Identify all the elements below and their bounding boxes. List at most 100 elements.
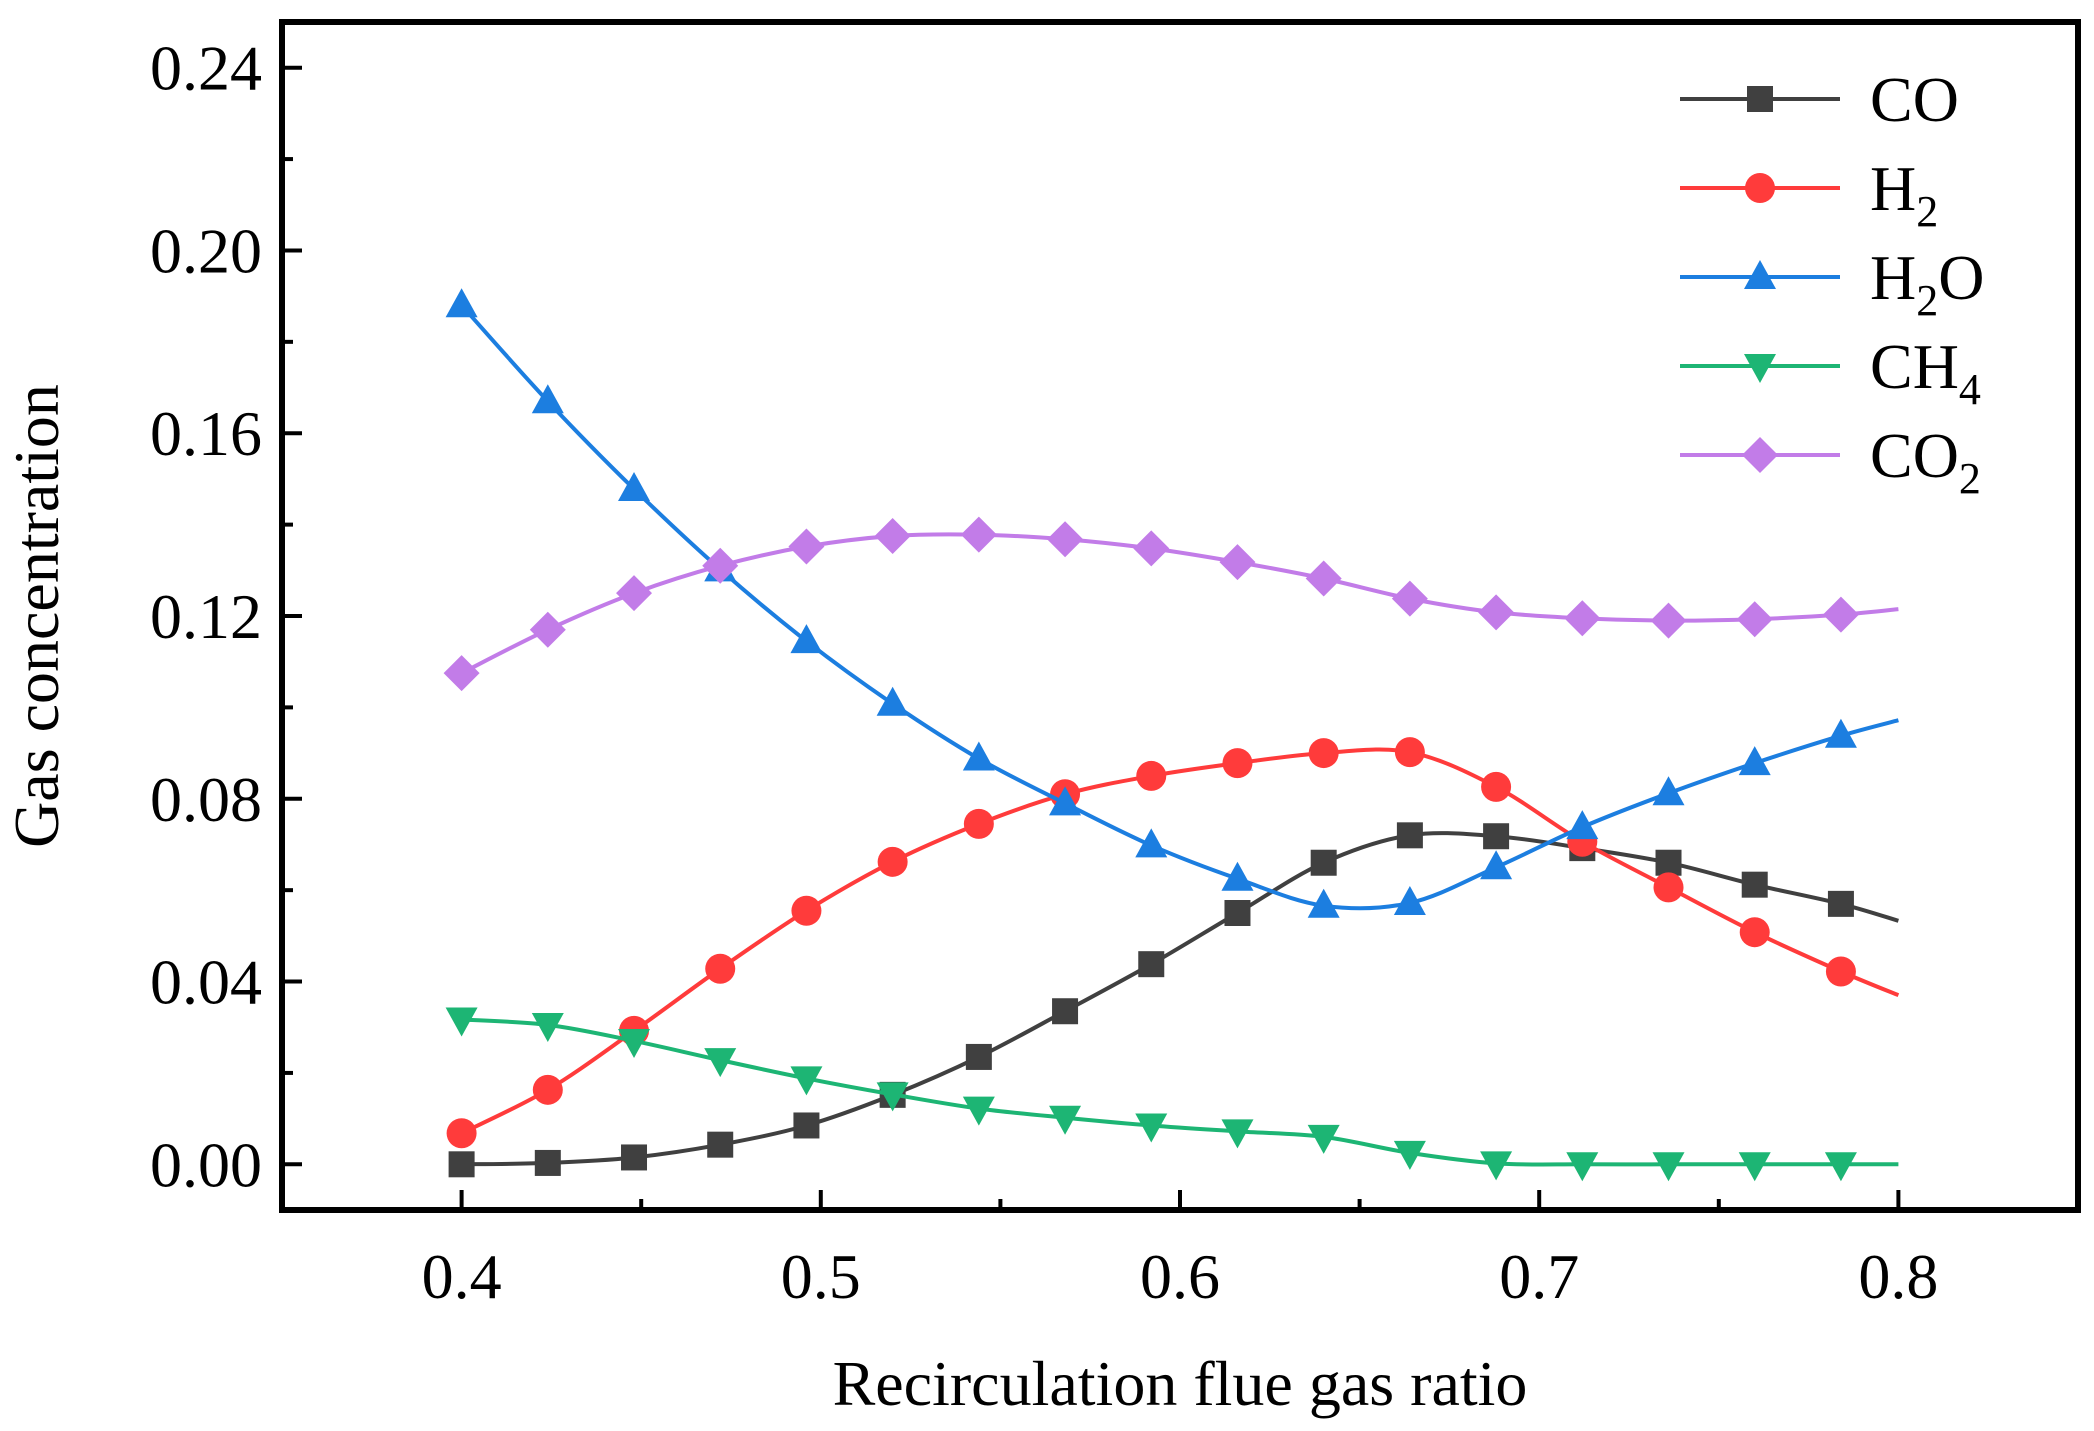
data-point-h2 xyxy=(1653,872,1684,903)
data-point-h2 xyxy=(1394,737,1425,768)
x-tick-label: 0.6 xyxy=(1140,1241,1220,1312)
data-point-ch4 xyxy=(1738,1152,1771,1182)
data-point-co2 xyxy=(702,547,739,584)
series-ch4 xyxy=(445,1007,1899,1182)
legend-label-subscript: 2 xyxy=(1916,276,1938,325)
data-point-co2 xyxy=(1822,596,1859,633)
legend-item-h2o: H2O xyxy=(1680,242,1984,325)
data-point-h2 xyxy=(446,1118,477,1149)
data-point-h2 xyxy=(705,953,736,984)
data-point-co xyxy=(1310,849,1337,876)
data-point-co2 xyxy=(443,655,480,692)
data-point-co2 xyxy=(1650,602,1687,639)
legend-swatch-marker xyxy=(1747,86,1773,112)
data-point-h2o xyxy=(1566,810,1599,840)
data-point-ch4 xyxy=(1566,1152,1599,1182)
legend-label: CO xyxy=(1870,64,1959,135)
data-point-ch4 xyxy=(1480,1151,1513,1181)
data-point-h2o xyxy=(1738,746,1771,776)
legend-swatch-marker xyxy=(1745,173,1775,203)
data-point-ch4 xyxy=(962,1096,995,1126)
y-tick-label: 0.20 xyxy=(150,215,262,286)
data-point-ch4 xyxy=(445,1007,478,1037)
data-point-co xyxy=(621,1144,648,1171)
data-point-co2 xyxy=(788,528,825,565)
series-co2 xyxy=(443,516,1899,692)
legend-label-suffix: O xyxy=(1938,242,1984,313)
data-point-h2o xyxy=(876,686,909,716)
legend-item-co2: CO2 xyxy=(1680,420,1981,503)
data-point-h2o xyxy=(962,741,995,771)
y-axis-title: Gas concentration xyxy=(1,384,72,848)
legend-label-main: H xyxy=(1870,153,1916,224)
data-point-co2 xyxy=(874,518,911,555)
data-point-h2o xyxy=(618,471,651,501)
series-h2o xyxy=(445,288,1899,918)
y-axis: 0.00 0.04 0.08 0.12 0.16 0.20 0.24 xyxy=(150,33,302,1200)
data-point-co xyxy=(1138,951,1165,978)
data-point-co xyxy=(707,1131,734,1158)
data-point-co xyxy=(1483,823,1510,850)
data-point-h2 xyxy=(791,895,822,926)
x-tick-label: 0.4 xyxy=(422,1241,502,1312)
y-tick-label: 0.12 xyxy=(150,581,262,652)
data-point-co2 xyxy=(960,516,997,553)
legend-item-ch4: CH4 xyxy=(1680,331,1981,414)
legend-label: H2 xyxy=(1870,153,1938,236)
legend-swatch-marker xyxy=(1744,260,1776,289)
data-point-ch4 xyxy=(1393,1140,1426,1170)
data-point-h2o xyxy=(1824,718,1857,748)
data-point-h2 xyxy=(1481,771,1512,802)
data-point-ch4 xyxy=(1135,1113,1168,1143)
x-axis: 0.4 0.5 0.6 0.7 0.8 xyxy=(422,1190,1938,1312)
legend-label-main: CH xyxy=(1870,331,1959,402)
legend-label-main: H xyxy=(1870,242,1916,313)
legend-item-h2: H2 xyxy=(1680,153,1938,236)
data-point-h2o xyxy=(790,624,823,654)
y-tick-label: 0.24 xyxy=(150,33,262,104)
y-tick-label: 0.08 xyxy=(150,764,262,835)
data-point-co xyxy=(1052,998,1079,1025)
data-point-h2o xyxy=(1652,776,1685,806)
series-co xyxy=(448,822,1899,1178)
data-point-ch4 xyxy=(1307,1124,1340,1154)
data-point-h2 xyxy=(1739,917,1770,948)
legend-label-subscript: 2 xyxy=(1916,187,1938,236)
data-point-h2o xyxy=(1393,885,1426,915)
data-point-co xyxy=(965,1043,992,1070)
legend-label-main: CO xyxy=(1870,420,1959,491)
data-point-h2 xyxy=(532,1074,563,1105)
data-point-h2o xyxy=(1307,888,1340,918)
data-point-h2 xyxy=(877,846,908,877)
data-point-ch4 xyxy=(790,1066,823,1096)
data-point-co xyxy=(1396,822,1423,849)
data-point-ch4 xyxy=(531,1012,564,1042)
data-point-co xyxy=(1655,849,1682,876)
data-point-co2 xyxy=(529,611,566,648)
data-point-h2o xyxy=(531,384,564,414)
data-point-co xyxy=(793,1112,820,1139)
legend-label: CO2 xyxy=(1870,420,1981,503)
series-layer xyxy=(443,288,1900,1182)
data-point-h2 xyxy=(1308,738,1339,769)
data-point-co xyxy=(534,1149,561,1176)
data-point-co2 xyxy=(1133,530,1170,567)
data-point-h2 xyxy=(963,808,994,839)
data-point-h2o xyxy=(1480,850,1513,880)
data-point-h2o xyxy=(1049,786,1082,816)
y-tick-label: 0.04 xyxy=(150,947,262,1018)
data-point-h2 xyxy=(1222,748,1253,779)
data-point-co xyxy=(1827,890,1854,917)
legend-swatch-marker xyxy=(1744,354,1776,383)
data-point-ch4 xyxy=(618,1028,651,1058)
x-axis-title: Recirculation flue gas ratio xyxy=(833,1348,1528,1419)
legend-label: H2O xyxy=(1870,242,1984,325)
data-point-co2 xyxy=(1564,600,1601,637)
data-point-co2 xyxy=(1478,594,1515,631)
data-point-co xyxy=(1741,871,1768,898)
data-point-ch4 xyxy=(704,1048,737,1078)
data-point-co2 xyxy=(1736,601,1773,638)
data-point-co2 xyxy=(1047,521,1084,558)
